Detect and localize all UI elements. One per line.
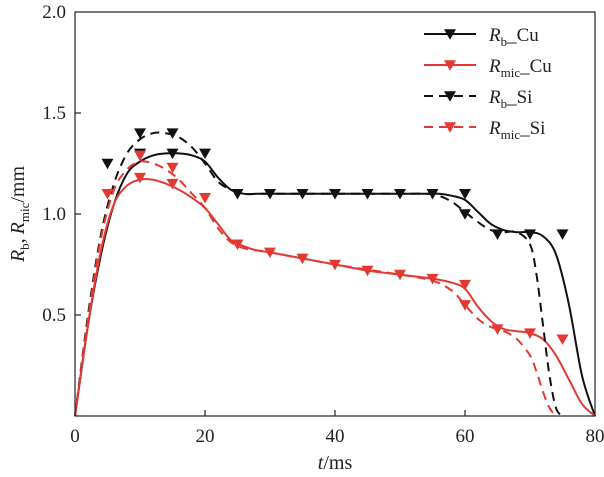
marker-R_b_Cu [394, 189, 406, 200]
marker-R_mic_Cu [426, 273, 439, 285]
x-tick-label: 0 [70, 426, 80, 447]
y-tick-label: 0.5 [42, 305, 66, 326]
y-axis: 0.5 1.0 1.5 2.0 [42, 2, 81, 326]
marker-R_mic_Cu [361, 265, 374, 277]
y-tick-label: 1.5 [42, 103, 66, 124]
x-tick-label: 80 [586, 426, 604, 447]
legend-marker [444, 91, 456, 102]
legend-label: Rb_Cu [488, 25, 539, 49]
legend-item-R_b_Si: Rb_Si [424, 87, 532, 111]
marker-R_mic_Si [459, 300, 471, 311]
legend-item-R_mic_Si: Rmic_Si [424, 118, 545, 142]
legend: Rb_Cu Rmic_Cu Rb_Si Rmic_Si [424, 25, 552, 142]
marker-R_b_Cu [459, 189, 471, 200]
marker-R_b_Cu [166, 148, 179, 160]
marker-R_mic_Cu [296, 253, 309, 265]
series-line-R_b_Si [74, 131, 564, 417]
legend-label: Rmic_Cu [488, 56, 552, 80]
marker-R_b_Cu [199, 148, 211, 160]
marker-R_b_Cu [491, 229, 504, 240]
legend-label: Rb_Si [488, 87, 532, 111]
x-axis-label: t/ms [318, 452, 353, 474]
legend-marker [444, 29, 456, 40]
plot-area [74, 128, 596, 417]
marker-R_b_Cu [264, 189, 276, 200]
series-line-R_mic_Si [74, 160, 557, 417]
legend-marker [444, 60, 456, 71]
marker-R_b_Cu [296, 189, 309, 200]
marker-R_b_Si [134, 128, 146, 139]
marker-R_b_Cu [101, 158, 114, 170]
marker-R_mic_Cu [524, 328, 536, 339]
marker-R_b_Si [166, 128, 179, 139]
y-tick-label: 1.0 [42, 204, 66, 225]
legend-item-R_b_Cu: Rb_Cu [424, 25, 539, 49]
marker-R_b_Cu [329, 189, 341, 200]
x-axis: 0 20 40 60 80 [70, 410, 604, 447]
marker-R_mic_Cu [491, 324, 504, 335]
y-axis-label: Rb,Rmic/mm [7, 166, 32, 264]
x-tick-label: 40 [326, 426, 345, 447]
marker-R_mic_Cu [556, 334, 569, 345]
marker-R_mic_Cu [459, 279, 471, 291]
marker-R_b_Cu [231, 189, 244, 200]
marker-R_mic_Si [166, 162, 179, 174]
marker-R_mic_Cu [264, 247, 276, 259]
marker-R_b_Cu [361, 189, 374, 200]
marker-R_b_Cu [556, 229, 569, 240]
legend-marker [444, 122, 456, 133]
legend-item-R_mic_Cu: Rmic_Cu [424, 56, 552, 80]
series-line-R_mic_Cu [74, 178, 596, 417]
x-tick-label: 20 [196, 426, 215, 447]
marker-R_mic_Cu [329, 259, 341, 271]
marker-R_mic_Cu [166, 178, 179, 190]
marker-R_mic_Si [134, 150, 146, 162]
marker-R_mic_Cu [394, 269, 406, 281]
marker-R_b_Cu [524, 229, 536, 240]
marker-R_b_Si [459, 209, 471, 220]
y-tick-label: 2.0 [42, 2, 66, 23]
marker-R_mic_Cu [101, 189, 114, 200]
marker-R_b_Cu [426, 189, 439, 200]
marker-R_mic_Cu [231, 239, 244, 250]
x-tick-label: 60 [456, 426, 475, 447]
marker-R_mic_Cu [134, 172, 146, 184]
legend-label: Rmic_Si [488, 118, 545, 142]
marker-R_mic_Cu [199, 193, 211, 204]
